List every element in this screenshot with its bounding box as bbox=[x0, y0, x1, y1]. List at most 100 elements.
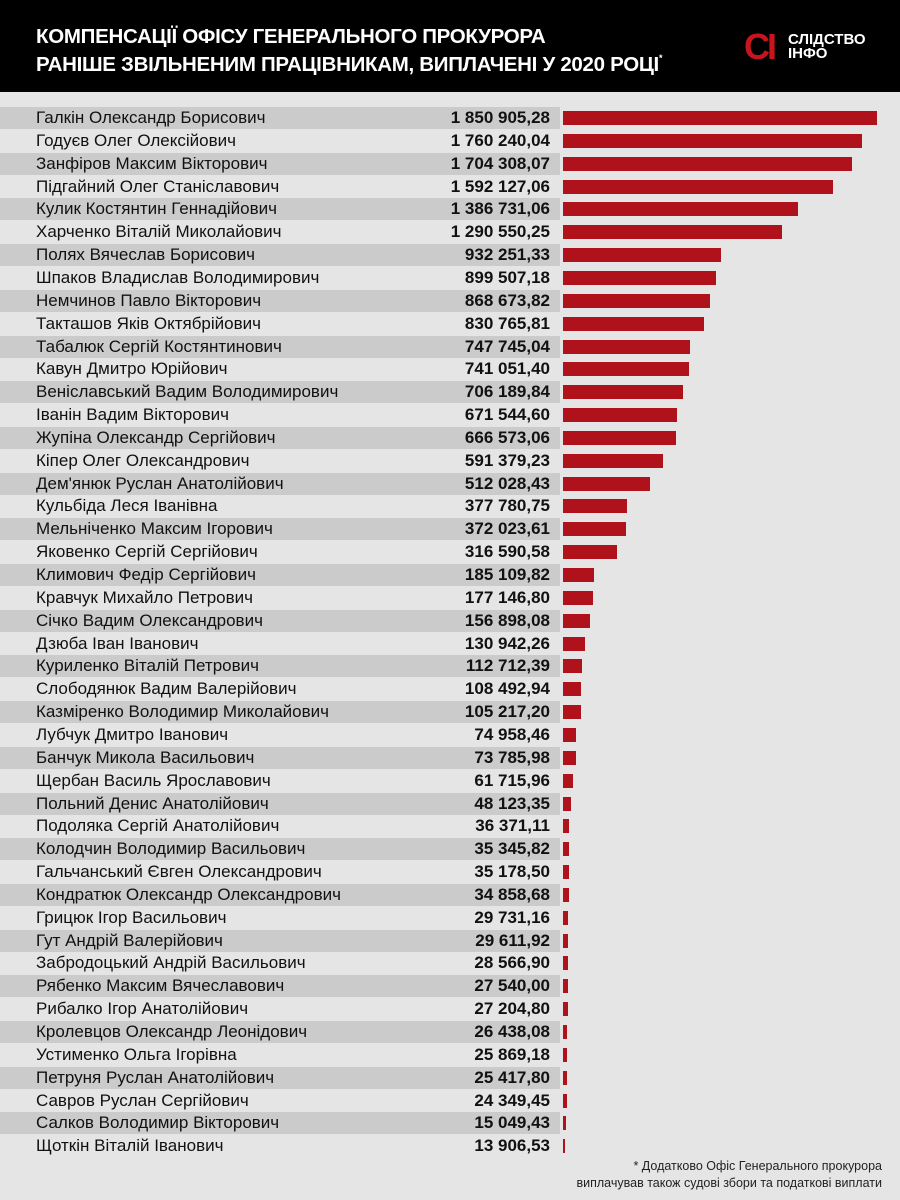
row-value: 1 704 308,07 bbox=[450, 153, 550, 173]
row-value: 27 204,80 bbox=[474, 999, 550, 1019]
row-value: 666 573,06 bbox=[464, 427, 550, 447]
bar bbox=[563, 156, 853, 171]
row-name: Кролевцов Олександр Леонідович bbox=[36, 1022, 308, 1041]
row-value: 48 123,35 bbox=[474, 793, 550, 813]
table-row: Гальчанський Євген Олександрович 35 178,5… bbox=[0, 861, 900, 883]
row-value: 36 371,11 bbox=[475, 816, 550, 836]
row-value: 27 540,00 bbox=[474, 976, 550, 996]
row-band bbox=[0, 746, 560, 769]
title-line-1: КОМПЕНСАЦІЇ ОФІСУ ГЕНЕРАЛЬНОГО ПРОКУРОРА bbox=[36, 25, 546, 48]
row-band bbox=[0, 381, 560, 404]
bar bbox=[563, 1116, 566, 1131]
row-band bbox=[0, 564, 560, 586]
row-name: Слободянюк Вадим Валерійович bbox=[36, 679, 297, 699]
table-row: Колодчин Володимир Васильович 35 345,82 bbox=[0, 838, 900, 861]
table-row: Мельніченко Максим Ігорович 372 023,61 bbox=[0, 518, 900, 541]
bar bbox=[563, 133, 862, 148]
row-name: Кавун Дмитро Юрійович bbox=[36, 359, 228, 379]
table-row: Гут Андрій Валерійович 29 611,92 bbox=[0, 929, 900, 952]
row-name: Подоляка Сергій Анатолійович bbox=[36, 816, 280, 836]
row-value: 671 544,60 bbox=[464, 405, 550, 425]
row-name: Харченко Віталій Миколайович bbox=[36, 222, 282, 242]
logo-text-2: ІНФО bbox=[788, 45, 828, 62]
row-band bbox=[0, 335, 560, 358]
row-band bbox=[0, 883, 560, 906]
row-value: 1 850 905,28 bbox=[450, 108, 550, 127]
table-row: Кондратюк Олександр Олександрович 34 858,… bbox=[0, 883, 900, 906]
row-name: Дзюба Іван Іванович bbox=[36, 633, 199, 653]
table-row: Петруня Руслан Анатолійович 25 417,80 bbox=[0, 1066, 900, 1089]
footnote-line-1: * Додатково Офіс Генерального прокурора bbox=[633, 1159, 882, 1173]
row-value: 29 611,92 bbox=[475, 930, 550, 950]
bar bbox=[563, 796, 572, 811]
row-value: 35 345,82 bbox=[474, 839, 550, 859]
bar bbox=[563, 933, 569, 948]
row-band bbox=[0, 244, 560, 267]
row-name: Мельніченко Максим Ігорович bbox=[36, 519, 273, 539]
table-row: Дзюба Іван Іванович 130 942,26 bbox=[0, 633, 900, 655]
table-row: Лубчук Дмитро Іванович 74 958,46 bbox=[0, 724, 900, 746]
table-row: Галкін Олександр Борисович 1 850 905,28 bbox=[0, 107, 900, 129]
row-value: 130 942,26 bbox=[464, 633, 550, 653]
row-value: 177 146,80 bbox=[464, 587, 550, 607]
row-name: Рябенко Максим Вячеславович bbox=[36, 976, 285, 996]
row-name: Підгайний Олег Станіславович bbox=[36, 176, 280, 196]
row-value: 29 731,16 bbox=[474, 907, 550, 927]
row-value: 15 049,43 bbox=[474, 1113, 550, 1133]
row-name: Грицюк Ігор Васильович bbox=[36, 907, 227, 927]
table-row: Грицюк Ігор Васильович 29 731,16 bbox=[0, 907, 900, 929]
row-name: Занфіров Максим Вікторович bbox=[36, 153, 268, 173]
bar bbox=[563, 499, 628, 514]
row-value: 1 386 731,06 bbox=[450, 199, 550, 219]
row-value: 868 673,82 bbox=[464, 290, 550, 310]
bar bbox=[563, 1070, 568, 1085]
row-value: 74 958,46 bbox=[474, 724, 550, 744]
bar bbox=[563, 545, 617, 560]
row-band bbox=[0, 975, 560, 998]
bar bbox=[563, 248, 722, 263]
row-band bbox=[0, 1112, 560, 1135]
row-band bbox=[0, 472, 560, 495]
bar bbox=[563, 842, 569, 857]
bar bbox=[563, 568, 595, 582]
row-name: Щербан Василь Ярославович bbox=[36, 770, 271, 790]
row-name: Куриленко Віталій Петрович bbox=[36, 656, 260, 676]
table-row: Кравчук Михайло Петрович 177 146,80 bbox=[0, 587, 900, 609]
row-name: Кіпер Олег Олександрович bbox=[36, 450, 250, 470]
footnote: * Додатково Офіс Генерального прокурора … bbox=[577, 1158, 883, 1192]
row-value: 28 566,90 bbox=[474, 953, 550, 973]
row-value: 25 417,80 bbox=[474, 1067, 550, 1087]
row-value: 932 251,33 bbox=[464, 245, 550, 265]
row-value: 372 023,61 bbox=[464, 519, 550, 539]
row-name: Січко Вадим Олександрович bbox=[36, 610, 263, 630]
table-row: Такташов Яків Октябрійович 830 765,81 bbox=[0, 313, 900, 335]
row-name: Лубчук Дмитро Іванович bbox=[36, 724, 229, 744]
bar bbox=[563, 522, 627, 537]
row-name: Жупіна Олександр Сергійович bbox=[36, 427, 276, 447]
bar bbox=[563, 339, 690, 354]
bar bbox=[563, 1093, 568, 1108]
table-row: Рибалко Ігор Анатолійович 27 204,80 bbox=[0, 998, 900, 1020]
bar bbox=[563, 590, 594, 605]
table-row: Климович Федір Сергійович 185 109,82 bbox=[0, 564, 900, 586]
bar bbox=[563, 202, 799, 217]
row-name: Польний Денис Анатолійович bbox=[36, 793, 269, 813]
row-band bbox=[0, 792, 560, 815]
bar bbox=[563, 385, 683, 400]
row-band bbox=[0, 655, 560, 678]
row-band bbox=[0, 929, 560, 952]
table-row: Яковенко Сергій Сергійович 316 590,58 bbox=[0, 541, 900, 563]
title-line-2: РАНІШЕ ЗВІЛЬНЕНИМ ПРАЦІВНИКАМ, ВИПЛАЧЕНІ… bbox=[36, 53, 662, 77]
row-value: 73 785,98 bbox=[474, 747, 550, 767]
bar bbox=[563, 1139, 566, 1154]
bar bbox=[563, 270, 716, 285]
row-value: 26 438,08 bbox=[474, 1022, 550, 1041]
table-row: Харченко Віталій Миколайович 1 290 550,25 bbox=[0, 221, 900, 243]
table-row: Занфіров Максим Вікторович 1 704 308,07 bbox=[0, 152, 900, 175]
row-name: Кондратюк Олександр Олександрович bbox=[36, 884, 341, 904]
table-row: Щоткін Віталій Іванович 13 906,53 bbox=[0, 1135, 900, 1157]
table-row: Кролевцов Олександр Леонідович 26 438,08 bbox=[0, 1021, 900, 1043]
row-name: Іванін Вадим Вікторович bbox=[36, 405, 230, 425]
row-value: 108 492,94 bbox=[464, 679, 550, 699]
row-name: Годуєв Олег Олексійович bbox=[36, 130, 236, 150]
